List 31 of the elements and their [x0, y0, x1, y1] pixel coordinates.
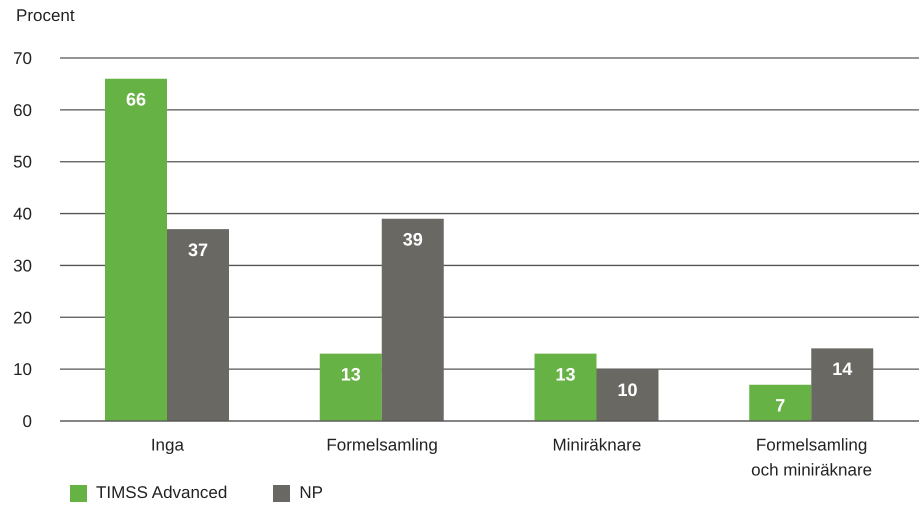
x-tick-label: Formelsamling och miniräknare [751, 436, 872, 480]
x-tick-label: Miniräknare [552, 436, 642, 455]
data-label: 39 [402, 230, 423, 250]
x-tick-label: Formelsamling [326, 436, 438, 455]
data-label: 13 [555, 364, 576, 384]
y-tick-label: 0 [22, 412, 32, 432]
bar [105, 78, 167, 421]
bar [596, 369, 658, 421]
legend-label: NP [299, 483, 323, 503]
bar [749, 384, 812, 421]
data-label: 13 [340, 364, 361, 384]
y-axis-title: Procent [16, 6, 75, 26]
y-tick-label: 10 [13, 360, 32, 380]
bar [534, 354, 596, 421]
data-label: 14 [832, 359, 852, 380]
x-tick-label: Inga [150, 436, 184, 455]
legend-label: TIMSS Advanced [96, 483, 228, 503]
bar [811, 348, 874, 421]
data-label: 7 [775, 395, 786, 416]
bar [320, 354, 382, 421]
data-label: 66 [126, 90, 146, 110]
data-label: 37 [188, 240, 208, 260]
y-tick-label: 30 [13, 256, 32, 276]
data-label: 10 [617, 380, 638, 400]
y-tick-label: 60 [13, 100, 32, 120]
y-tick-label: 40 [13, 204, 32, 224]
bar [382, 218, 444, 421]
y-tick-label: 50 [13, 152, 32, 172]
y-tick-label: 20 [13, 308, 32, 328]
bar [167, 229, 229, 421]
y-tick-label: 70 [13, 49, 32, 68]
